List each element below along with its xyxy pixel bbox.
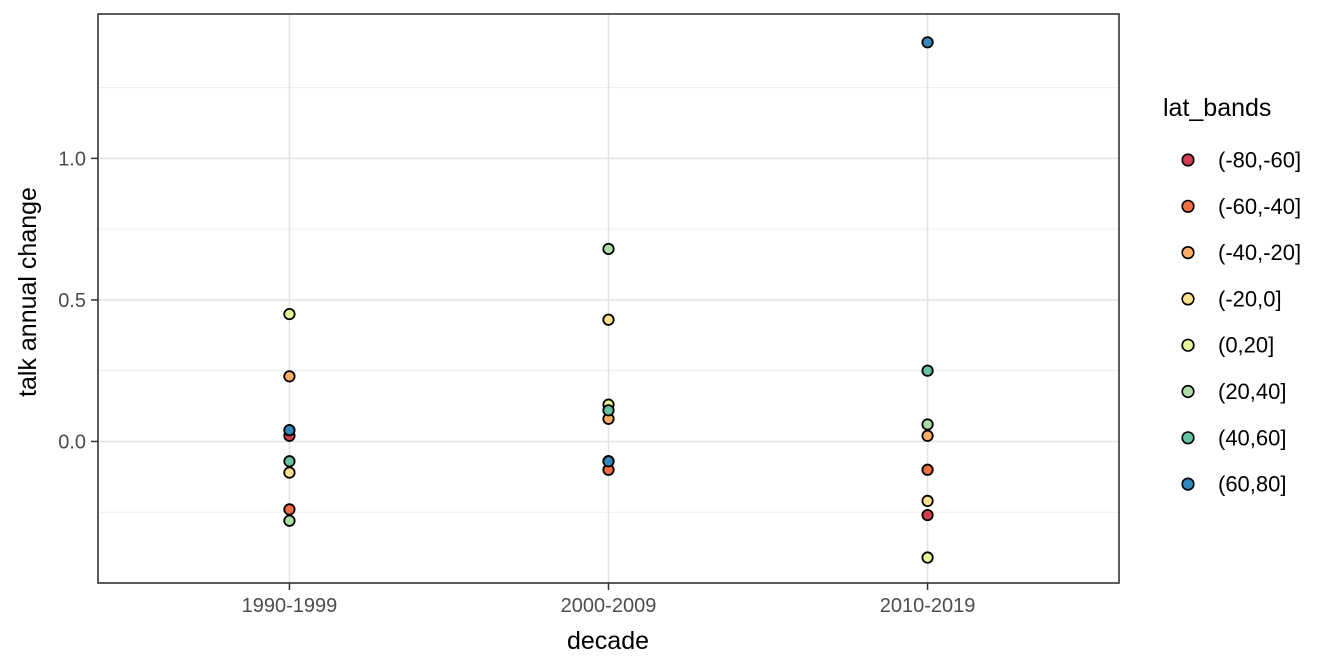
- x-tick-label: 1990-1999: [242, 595, 338, 617]
- legend-key: [1181, 292, 1195, 306]
- data-point: [921, 429, 934, 442]
- x-axis-title: decade: [566, 627, 650, 655]
- legend-key: [1181, 477, 1195, 491]
- data-point: [602, 242, 615, 256]
- data-point: [921, 418, 934, 431]
- y-tick-label: 0.0: [58, 431, 86, 453]
- data-point: [602, 313, 615, 326]
- data-point: [921, 551, 934, 564]
- data-point: [602, 404, 615, 417]
- data-point: [283, 466, 296, 479]
- legend-label: (0,20]: [1218, 333, 1274, 358]
- y-tick-label: 0.5: [58, 290, 86, 312]
- legend-label: (40,60]: [1218, 425, 1287, 450]
- legend-label: (20,40]: [1218, 379, 1287, 404]
- legend-label: (-20,0]: [1218, 286, 1282, 311]
- data-point: [283, 370, 296, 383]
- data-point: [283, 455, 296, 468]
- legend-key: [1181, 246, 1195, 260]
- legend-label: (-80,-60]: [1218, 148, 1301, 173]
- legend-label: (60,80]: [1218, 472, 1287, 497]
- legend-key: [1181, 384, 1195, 399]
- legend-key: [1181, 199, 1195, 213]
- legend-key: [1181, 153, 1195, 167]
- legend-title: lat_bands: [1163, 94, 1272, 122]
- legend-key: [1181, 431, 1195, 445]
- y-tick-label: 1.0: [58, 148, 86, 170]
- data-point: [283, 424, 296, 437]
- y-axis-title: talk annual change: [14, 187, 42, 397]
- data-point: [921, 364, 934, 377]
- legend-label: (-40,-20]: [1218, 240, 1301, 265]
- legend-key: [1181, 338, 1195, 352]
- data-point: [283, 503, 296, 516]
- data-point: [283, 307, 296, 321]
- x-tick-label: 2000-2009: [561, 595, 657, 617]
- data-point: [921, 463, 934, 476]
- data-point: [921, 36, 934, 49]
- x-tick-label: 2010-2019: [880, 595, 976, 617]
- data-point: [602, 455, 615, 468]
- data-point: [921, 494, 934, 508]
- data-point: [283, 514, 296, 527]
- legend-label: (-60,-40]: [1218, 194, 1301, 219]
- data-point: [921, 508, 934, 522]
